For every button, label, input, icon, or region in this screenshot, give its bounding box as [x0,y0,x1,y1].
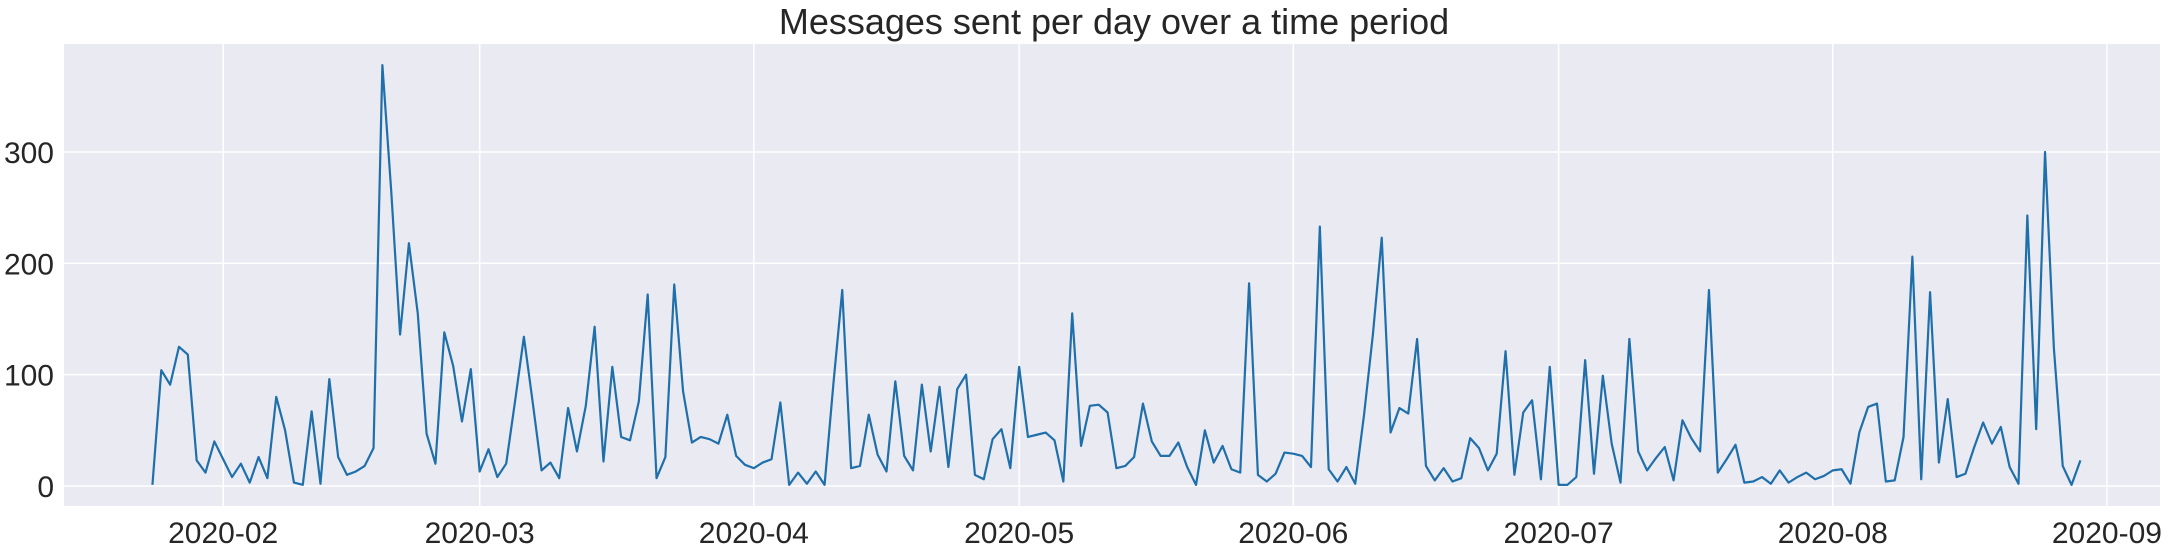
x-tick-label: 2020-02 [168,517,278,550]
x-tick-label: 2020-06 [1238,517,1348,550]
y-tick-label: 200 [4,248,54,281]
y-tick-label: 100 [4,360,54,393]
chart-title: Messages sent per day over a time period [779,1,1449,42]
y-tick-label: 300 [4,137,54,170]
x-tick-label: 2020-08 [1778,517,1888,550]
series-line [151,64,2082,486]
grid-lines [64,44,2160,506]
y-axis-ticks: 0 100 200 300 [4,137,54,504]
x-tick-label: 2020-09 [2052,517,2162,550]
y-tick-label: 0 [37,471,54,504]
x-tick-label: 2020-03 [425,517,535,550]
series-lines [151,64,2082,486]
x-axis-ticks: 2020-02 2020-03 2020-04 2020-05 2020-06 2020-… [168,517,2162,550]
x-tick-label: 2020-04 [699,517,809,550]
x-tick-label: 2020-07 [1504,517,1614,550]
x-tick-label: 2020-05 [964,517,1074,550]
